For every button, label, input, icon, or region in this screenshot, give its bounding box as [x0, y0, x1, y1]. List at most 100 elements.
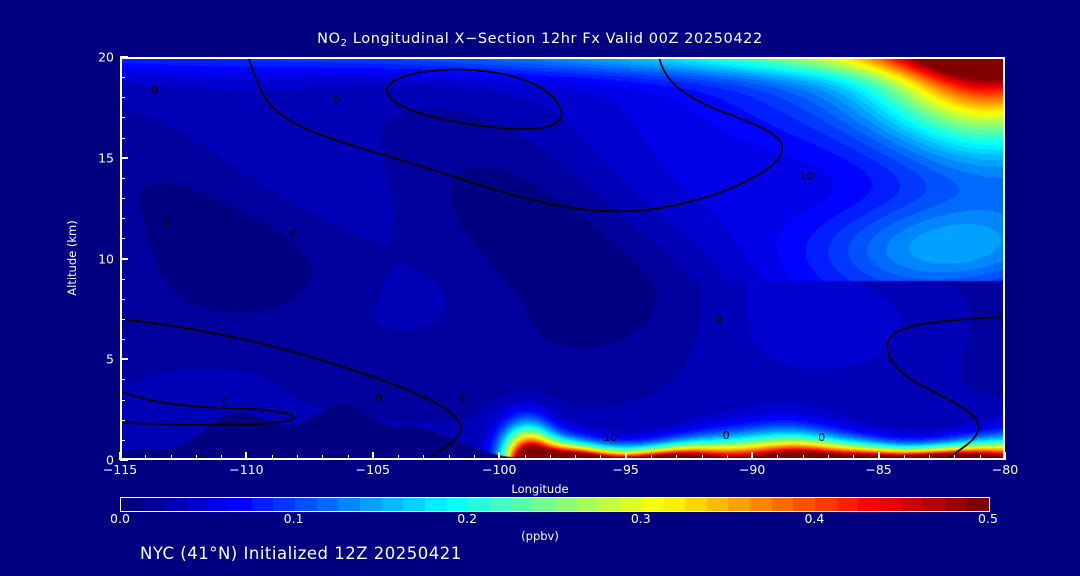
x-major-tick: [371, 452, 374, 460]
x-major-tick: [877, 452, 880, 460]
y-minor-tick: [120, 419, 125, 421]
x-minor-tick: [322, 455, 324, 460]
x-minor-tick: [726, 455, 728, 460]
x-tick-label: −90: [738, 462, 766, 477]
y-tick-label: 15: [98, 150, 114, 166]
contour-label: 0: [332, 93, 339, 106]
x-minor-tick: [347, 455, 349, 460]
y-major-tick: [120, 358, 128, 361]
x-minor-tick: [398, 455, 400, 460]
x-tick-label: −100: [482, 462, 517, 477]
contour-label: 0: [715, 314, 722, 327]
x-minor-tick: [676, 455, 678, 460]
y-minor-tick: [120, 318, 125, 320]
x-minor-tick: [777, 455, 779, 460]
x-minor-tick: [221, 455, 223, 460]
x-minor-tick: [701, 455, 703, 460]
contour-line-positive: [122, 68, 563, 426]
y-tick-label: 5: [106, 351, 114, 367]
x-tick-label: −110: [229, 462, 264, 477]
y-minor-tick: [120, 218, 125, 220]
x-minor-tick: [271, 455, 273, 460]
colorbar-tick-label: 0.2: [457, 511, 478, 526]
x-minor-tick: [929, 455, 931, 460]
x-major-tick: [751, 452, 754, 460]
x-minor-tick: [524, 455, 526, 460]
wind-contour-overlay: 0 0 0 0 10 0 0 0 0 10 0 0: [122, 59, 1003, 458]
x-minor-tick: [979, 455, 981, 460]
title-subscript: 2: [340, 38, 348, 49]
x-minor-tick: [448, 455, 450, 460]
x-tick-label: −95: [612, 462, 639, 477]
x-minor-tick: [195, 455, 197, 460]
contour-label: 0: [723, 429, 730, 442]
contour-label: 10: [800, 169, 814, 182]
title-species: NO: [317, 31, 341, 47]
x-minor-tick: [600, 455, 602, 460]
y-minor-tick: [120, 97, 125, 99]
chart-title: NO2 Longitudinal X−Section 12hr Fx Valid…: [0, 31, 1080, 49]
contour-label: 0: [164, 215, 171, 228]
cross-section-plot[interactable]: 0 0 0 0 10 0 0 0 0 10 0 0: [120, 57, 1005, 460]
x-minor-tick: [423, 455, 425, 460]
y-minor-tick: [120, 399, 125, 401]
y-major-tick: [120, 459, 128, 461]
x-minor-tick: [651, 455, 652, 460]
y-minor-tick: [120, 278, 125, 280]
y-axis-tick-labels: 0 5 10 15 20: [78, 0, 114, 576]
terrain-mask: [122, 59, 1003, 458]
y-tick-label: 10: [98, 251, 114, 266]
contour-label: 0: [151, 83, 158, 96]
x-minor-tick: [903, 455, 905, 460]
x-minor-tick: [474, 455, 475, 460]
x-major-tick: [498, 452, 501, 460]
x-minor-tick: [575, 455, 577, 460]
x-tick-label: −80: [991, 462, 1019, 477]
colorbar-tick-label: 0.1: [283, 511, 304, 526]
contour-line-positive: [122, 59, 1003, 458]
x-tick-label: −115: [102, 462, 138, 477]
x-axis-tick-labels: −115 −110 −105 −100 −95 −90 −85 −80: [0, 462, 1080, 482]
x-minor-tick: [853, 455, 855, 460]
x-minor-tick: [954, 455, 956, 460]
y-major-tick: [120, 56, 128, 58]
figure-footer-caption: NYC (41°N) Initialized 12Z 20250421: [140, 544, 462, 563]
y-tick-label: 0: [106, 452, 114, 468]
x-minor-tick: [549, 455, 551, 460]
y-minor-tick: [120, 198, 125, 200]
y-minor-tick: [120, 77, 125, 79]
x-tick-label: −85: [865, 462, 892, 477]
colorbar-units-label: (ppbv): [521, 529, 559, 543]
contour-label: 0: [222, 396, 229, 409]
contour-label: 10: [603, 431, 617, 444]
x-minor-tick: [297, 455, 298, 460]
y-major-tick: [120, 257, 128, 260]
y-minor-tick: [120, 238, 125, 240]
contour-label: 0: [818, 431, 825, 444]
x-minor-tick: [828, 455, 829, 460]
y-minor-tick: [120, 137, 125, 139]
x-major-tick: [624, 452, 627, 460]
colorbar-tick-label: 0.4: [804, 511, 825, 526]
x-minor-tick: [145, 455, 147, 460]
colorbar-tick-labels: 0.0 0.1 0.2 0.3 0.4 0.5: [0, 511, 1080, 529]
x-tick-label: −105: [355, 462, 391, 477]
y-minor-tick: [120, 117, 125, 119]
y-axis-title: Altitude (km): [65, 220, 79, 296]
y-minor-tick: [120, 177, 125, 179]
y-minor-tick: [120, 379, 125, 381]
x-major-tick: [1004, 452, 1006, 460]
colorbar-tick-label: 0.3: [630, 511, 651, 526]
contour-label: 0: [290, 227, 297, 240]
contour-label: 0: [375, 392, 382, 405]
x-minor-tick: [802, 455, 804, 460]
x-minor-tick: [170, 455, 172, 460]
contour-label: 0: [458, 394, 465, 407]
y-minor-tick: [120, 339, 125, 341]
x-axis-title: Longitude: [511, 482, 569, 496]
y-minor-tick: [120, 298, 125, 300]
title-rest: Longitudinal X−Section 12hr Fx Valid 00Z…: [347, 31, 763, 47]
colorbar-tick-label: 0.5: [978, 511, 998, 526]
colorbar-tick-label: 0.0: [110, 511, 130, 526]
